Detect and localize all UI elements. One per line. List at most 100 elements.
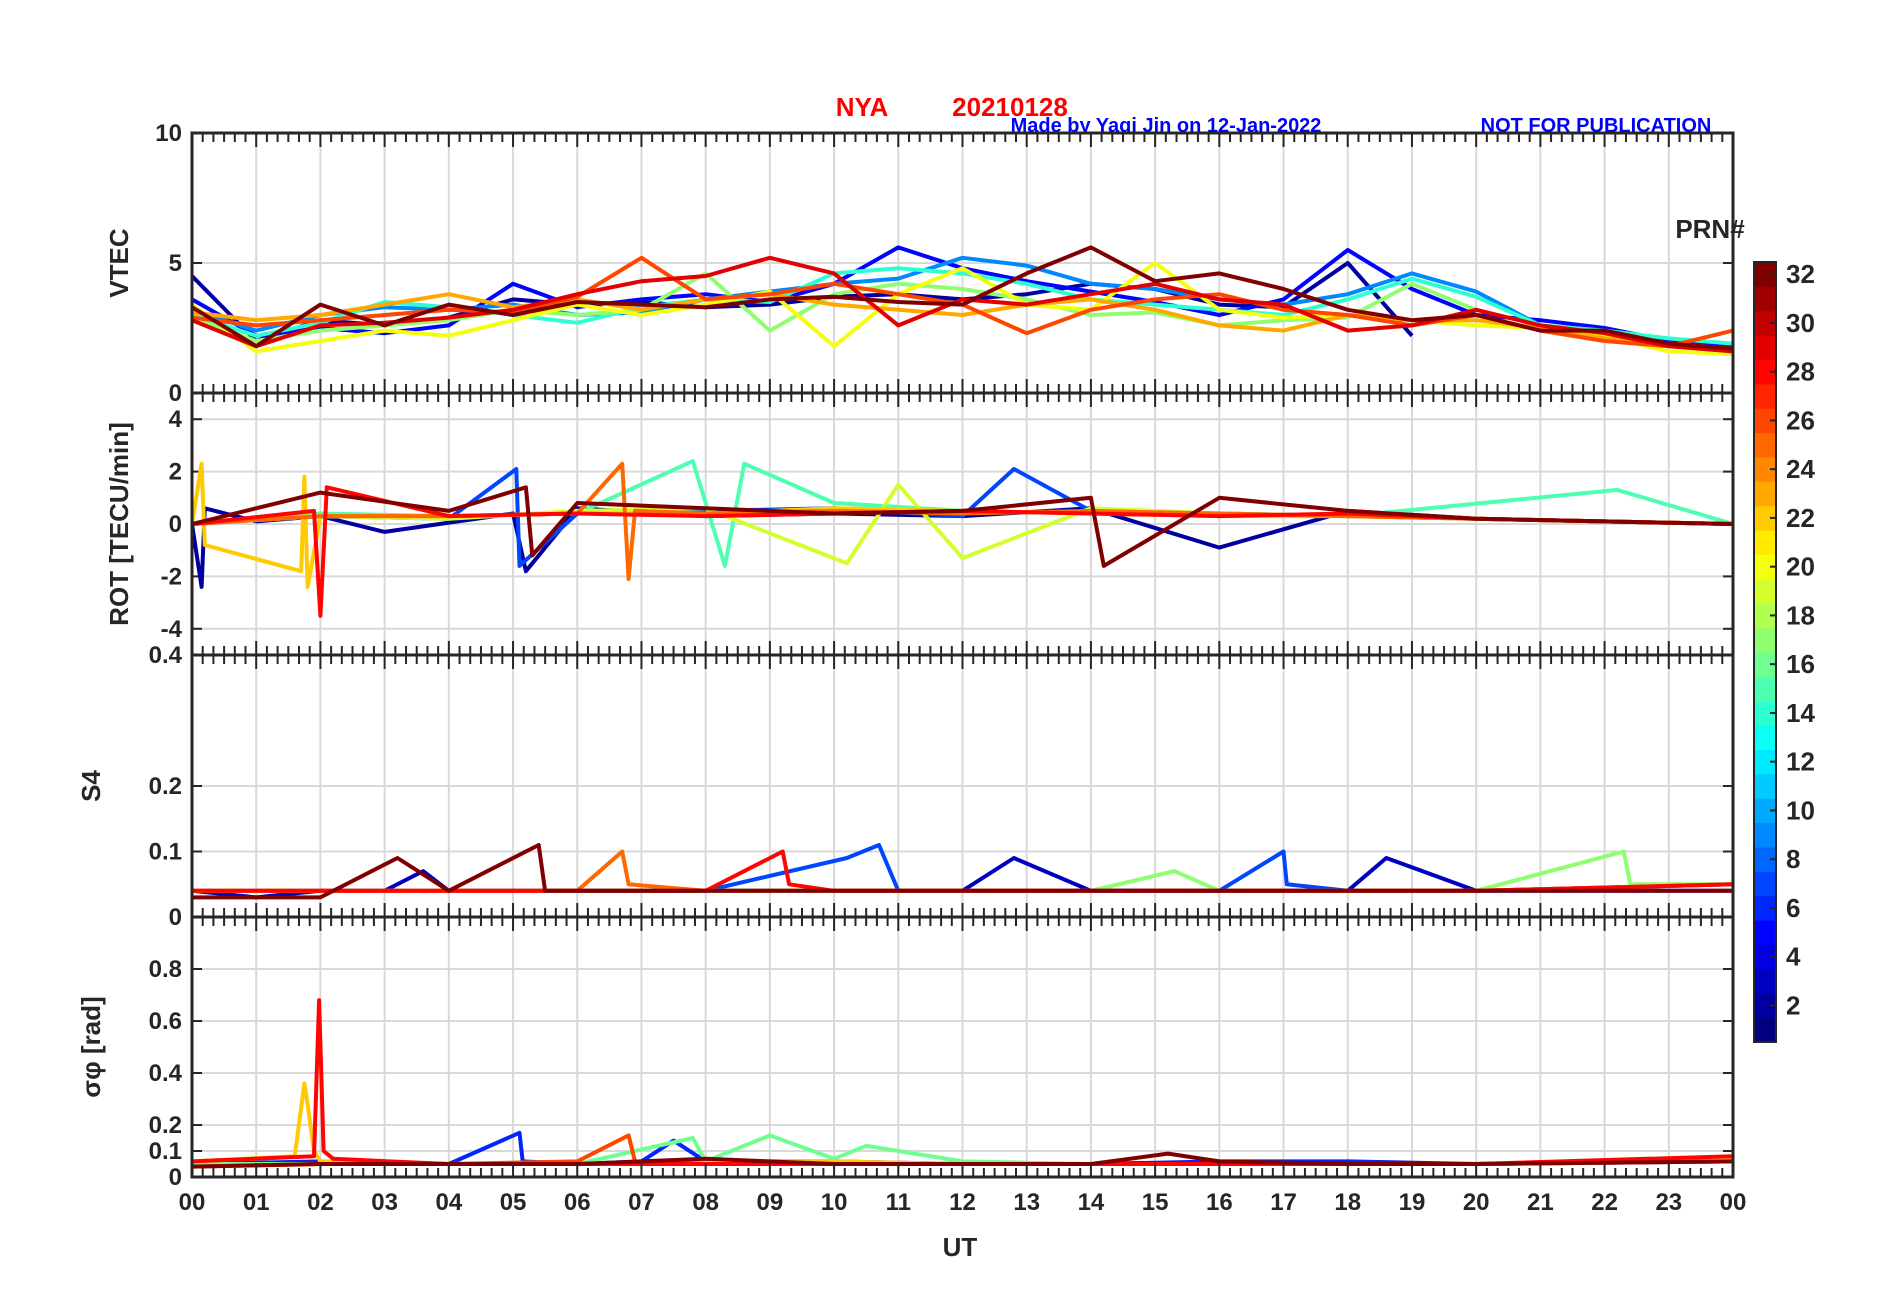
series-line-prn-20 [192, 261, 1733, 356]
x-axis-label: UT [943, 1232, 978, 1262]
y-tick-label: 0 [169, 1164, 182, 1191]
x-tick-label: 11 [886, 1189, 911, 1216]
colorbar-swatch [1754, 944, 1776, 970]
x-tick-label: 08 [692, 1189, 719, 1216]
colorbar-swatch [1754, 505, 1776, 531]
y-axis-label: VTEC [104, 228, 134, 298]
figure-header: NYA 20210128 Made by Yaqi Jin on 12-Jan-… [836, 92, 1712, 137]
colorbar-swatch [1754, 822, 1776, 848]
panel-vtec: 0 5 10 VTEC [104, 120, 1735, 407]
x-tick-label: 12 [949, 1189, 976, 1216]
y-axis-label: σφ [rad] [76, 996, 106, 1097]
colorbar-swatch [1754, 920, 1776, 945]
colorbar-swatch [1754, 847, 1776, 872]
y-axis-label: S4 [76, 770, 106, 802]
colorbar-swatch [1754, 627, 1776, 653]
axes-frame [190, 915, 1735, 1179]
colorbar-tick-label: 4 [1786, 942, 1801, 972]
x-tick-label: 04 [435, 1189, 462, 1216]
x-tick-label: 09 [757, 1189, 784, 1216]
series-line-prn-29 [192, 255, 1733, 354]
series-group [192, 245, 1733, 356]
x-axis: UT 00 01 02 03 04 05 06 07 08 09 10 11 12 13 14 15 16 17 1… [179, 1189, 1747, 1262]
colorbar-swatch [1754, 432, 1776, 458]
colorbar-tick-label: 14 [1786, 698, 1815, 728]
x-tick-label: 23 [1655, 1189, 1682, 1216]
series-line-prn-23 [192, 292, 1733, 351]
series-line-prn-14 [192, 266, 1733, 346]
panel-rot: -4 -2 0 2 4 ROT [TECU/min] [104, 391, 1735, 657]
y-tick-label: 0.4 [149, 1060, 183, 1087]
colorbar-swatch [1754, 895, 1776, 921]
panel-sigma_phi: 00.10.2 0.4 0.6 0.8 σφ [rad] [76, 915, 1735, 1191]
y-tick-label: 0.2 [149, 1112, 182, 1139]
y-axis-label: ROT [TECU/min] [104, 422, 134, 626]
x-tick-label: 03 [371, 1189, 398, 1216]
x-tick-label: 21 [1527, 1189, 1554, 1216]
colorbar-swatch [1754, 871, 1776, 897]
colorbar-swatch [1754, 749, 1776, 775]
colorbar-swatch [1754, 359, 1776, 385]
y-tick-label: 10 [155, 120, 182, 147]
x-tick-label: 00 [1720, 1189, 1747, 1216]
x-tick-label: 13 [1013, 1189, 1040, 1216]
x-tick-label: 14 [1078, 1189, 1105, 1216]
y-tick-label: 0.1 [149, 839, 182, 866]
colorbar-swatch [1754, 457, 1776, 482]
x-tick-label: 06 [564, 1189, 591, 1216]
colorbar-swatch [1754, 603, 1776, 629]
y-tick-label: 0 [169, 904, 182, 931]
colorbar-swatch [1754, 310, 1776, 336]
y-tick-label: 0.6 [149, 1008, 182, 1035]
y-tick-label: 0.8 [149, 956, 182, 983]
colorbar-swatch [1754, 725, 1776, 750]
panel-s4: 0 0.1 0.2 0.4 S4 [76, 642, 1735, 931]
x-tick-label: 20 [1463, 1189, 1490, 1216]
y-tick-label: 0.1 [149, 1138, 182, 1165]
colorbar-swatch [1754, 993, 1776, 1019]
colorbar-tick-label: 8 [1786, 844, 1800, 874]
colorbar-swatch [1754, 700, 1776, 726]
colorbar-swatch [1754, 773, 1776, 799]
x-tick-label: 10 [821, 1189, 848, 1216]
y-tick-label: -2 [161, 563, 182, 590]
colorbar-tick-label: 2 [1786, 990, 1800, 1020]
y-tick-label: 0.4 [149, 642, 183, 669]
x-tick-label: 07 [628, 1189, 655, 1216]
x-tick-label: 16 [1206, 1189, 1233, 1216]
series-line-prn-32 [192, 485, 1733, 568]
x-tick-label: 18 [1334, 1189, 1361, 1216]
colorbar-swatch [1754, 798, 1776, 824]
x-tick-label: 15 [1142, 1189, 1169, 1216]
y-tick-label: 0 [169, 380, 182, 407]
colorbar-tick-label: 30 [1786, 308, 1815, 338]
x-tick-label: 19 [1399, 1189, 1426, 1216]
y-tick-label: 0 [169, 511, 182, 538]
colorbar-swatch [1754, 968, 1776, 994]
series-line-prn-28 [192, 485, 1733, 618]
colorbar-swatch [1754, 652, 1776, 677]
colorbar-swatch [1754, 335, 1776, 360]
colorbar-tick-label: 32 [1786, 259, 1815, 289]
series-line-prn-32 [192, 245, 1733, 351]
colorbar-tick-label: 12 [1786, 747, 1815, 777]
y-tick-label: 4 [169, 406, 183, 433]
title-date: 20210128 [952, 92, 1068, 122]
series-line-prn-17 [192, 271, 1477, 343]
colorbar-tick-label: 26 [1786, 405, 1815, 435]
title-station: NYA [836, 92, 889, 122]
colorbar-tick-label: 24 [1786, 454, 1815, 484]
colorbar-swatch [1754, 262, 1776, 287]
series-line-prn-32 [192, 843, 1733, 900]
colorbar-tick-label: 16 [1786, 649, 1815, 679]
colorbar-swatch [1754, 578, 1776, 604]
colorbar-tick-label: 10 [1786, 795, 1815, 825]
x-tick-label: 00 [179, 1189, 206, 1216]
x-tick-label: 02 [307, 1189, 334, 1216]
x-tick-label: 05 [500, 1189, 527, 1216]
colorbar-tick-label: 22 [1786, 503, 1815, 533]
colorbar-swatch [1754, 530, 1776, 555]
colorbar-swatch [1754, 676, 1776, 702]
